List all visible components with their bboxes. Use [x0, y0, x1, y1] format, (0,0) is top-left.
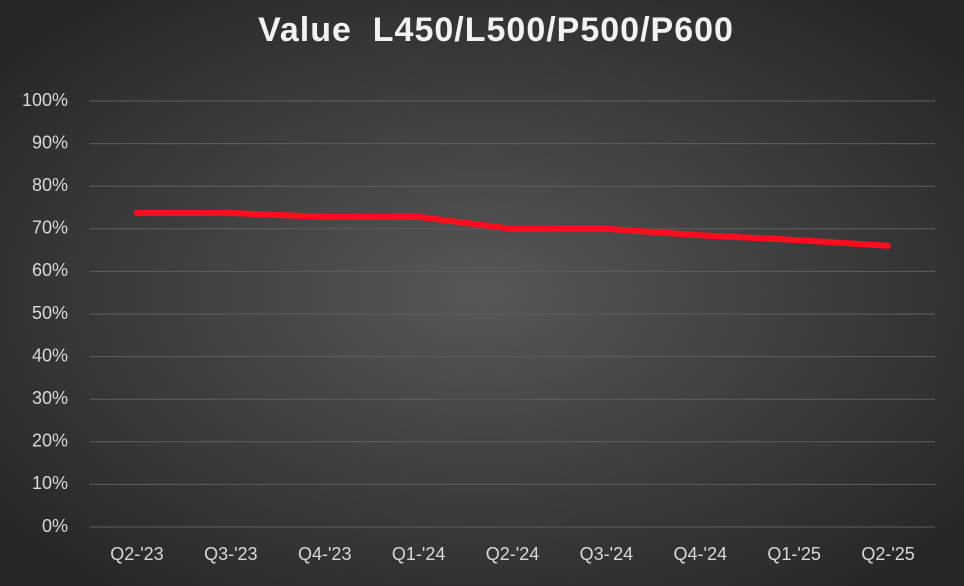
y-tick-label: 90%	[32, 132, 68, 152]
y-tick-label: 0%	[42, 516, 68, 536]
x-tick-label: Q2-'23	[110, 544, 163, 564]
y-tick-label: 100%	[22, 90, 68, 110]
x-tick-label: Q2-'24	[486, 544, 539, 564]
y-tick-label: 20%	[32, 431, 68, 451]
x-tick-label: Q2-'25	[861, 544, 914, 564]
y-tick-label: 60%	[32, 260, 68, 280]
x-tick-label: Q1-'25	[767, 544, 820, 564]
x-tick-label: Q4-'23	[298, 544, 351, 564]
x-tick-label: Q1-'24	[392, 544, 445, 564]
y-tick-label: 10%	[32, 473, 68, 493]
x-tick-label: Q3-'24	[580, 544, 633, 564]
y-tick-label: 40%	[32, 345, 68, 365]
y-tick-label: 50%	[32, 303, 68, 323]
data-line	[133, 210, 892, 249]
x-tick-label: Q3-'23	[204, 544, 257, 564]
y-tick-label: 80%	[32, 175, 68, 195]
y-tick-label: 70%	[32, 218, 68, 238]
x-tick-label: Q4-'24	[674, 544, 727, 564]
chart-title: Value L450/L500/P500/P600	[258, 11, 734, 49]
y-tick-label: 30%	[32, 388, 68, 408]
